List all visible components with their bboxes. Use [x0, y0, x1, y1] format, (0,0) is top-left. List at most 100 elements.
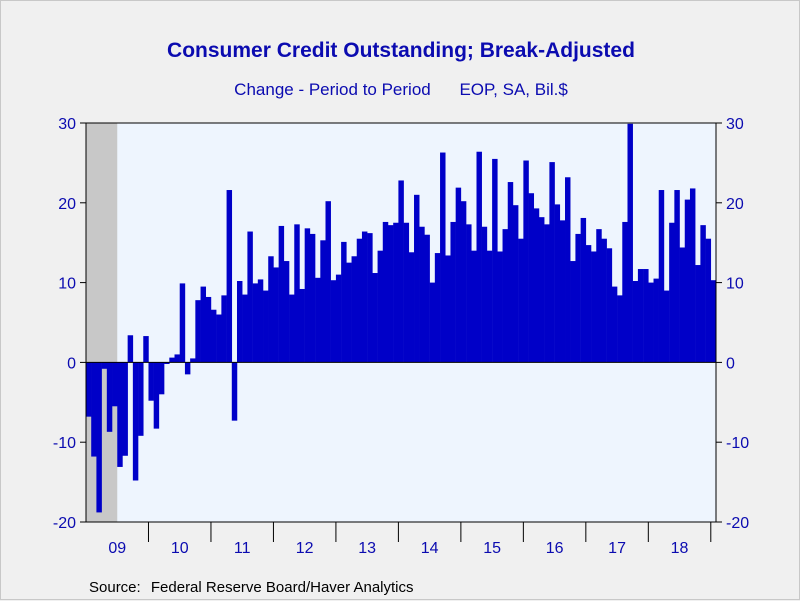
bar	[263, 290, 269, 363]
x-tick-label: 13	[358, 540, 376, 557]
x-tick-label: 16	[546, 540, 564, 557]
bar	[486, 250, 493, 363]
bar	[575, 233, 581, 363]
bar	[658, 190, 665, 363]
bar	[502, 229, 508, 363]
bar	[622, 221, 628, 363]
source-text: Federal Reserve Board/Haver Analytics	[150, 579, 414, 596]
bar	[226, 190, 233, 363]
bar	[174, 354, 180, 363]
y-tick-label-right: 30	[726, 116, 744, 133]
bar	[585, 245, 592, 363]
bar	[382, 221, 389, 363]
bar	[403, 222, 410, 363]
bar	[492, 158, 498, 363]
bar	[361, 231, 368, 363]
bar	[341, 241, 347, 363]
bar	[450, 221, 456, 363]
bar	[674, 190, 680, 363]
bar	[596, 229, 602, 363]
bar	[257, 279, 264, 363]
bar	[242, 294, 248, 363]
y-tick-label-right: -20	[726, 515, 749, 532]
bar	[408, 252, 415, 363]
bar	[377, 250, 384, 363]
bar	[617, 295, 623, 363]
bar	[252, 283, 259, 363]
bar	[210, 309, 217, 363]
bar	[330, 280, 337, 363]
bar	[669, 222, 675, 363]
bar	[689, 188, 696, 363]
bar	[158, 362, 165, 395]
bar	[200, 286, 207, 363]
bar	[112, 362, 118, 407]
bar	[393, 222, 399, 363]
y-tick-label-left: 30	[58, 116, 76, 133]
bar	[247, 231, 253, 363]
bar	[117, 362, 123, 467]
bar	[705, 238, 712, 363]
bar	[190, 358, 196, 363]
bar	[471, 250, 477, 363]
bar	[653, 278, 659, 363]
bar	[205, 296, 212, 363]
bar	[429, 282, 436, 363]
bar	[169, 357, 175, 363]
bar	[184, 362, 191, 375]
bar	[663, 290, 670, 363]
bar	[299, 288, 305, 363]
bar	[565, 177, 571, 363]
x-tick-label: 17	[608, 540, 626, 557]
y-tick-label-left: -20	[53, 515, 76, 532]
bar	[523, 160, 529, 363]
bar	[216, 314, 222, 363]
bar	[445, 255, 451, 363]
x-tick-label: 14	[421, 540, 439, 557]
bar	[289, 294, 295, 363]
chart-subtitle: Change - Period to Period EOP, SA, Bil.$	[1, 80, 800, 100]
bar	[283, 261, 290, 363]
bar	[127, 335, 134, 363]
y-tick-label-right: 0	[726, 355, 735, 372]
bar	[294, 224, 300, 363]
bar	[106, 362, 113, 432]
bar	[580, 217, 587, 363]
bar	[559, 220, 566, 363]
bar	[278, 225, 285, 363]
bar	[91, 362, 97, 457]
subtitle-series: Change - Period to Period	[234, 80, 431, 99]
bar	[601, 238, 607, 363]
bar	[518, 238, 524, 363]
bar	[335, 274, 342, 363]
bar	[538, 217, 545, 363]
y-tick-label-left: -10	[53, 435, 76, 452]
bar	[419, 226, 425, 363]
bar	[528, 193, 535, 363]
bar	[414, 194, 420, 363]
y-tick-label-right: 10	[726, 276, 744, 293]
bar	[481, 226, 488, 363]
y-tick-label-left: 0	[67, 355, 76, 372]
bar	[346, 262, 352, 363]
bar	[143, 336, 149, 363]
x-tick-label: 15	[483, 540, 501, 557]
bar	[387, 225, 394, 363]
bar	[315, 277, 321, 363]
bar	[424, 234, 430, 363]
bar	[460, 201, 467, 363]
bar	[695, 265, 701, 363]
bar	[304, 228, 311, 363]
bar	[101, 362, 108, 369]
bar	[627, 123, 633, 363]
bar	[236, 281, 243, 363]
x-tick-label: 11	[234, 540, 251, 557]
bar	[164, 362, 170, 364]
bar	[700, 225, 706, 363]
bar	[195, 300, 201, 363]
bar	[648, 282, 654, 363]
bar	[512, 205, 519, 363]
x-tick-label: 12	[296, 540, 314, 557]
